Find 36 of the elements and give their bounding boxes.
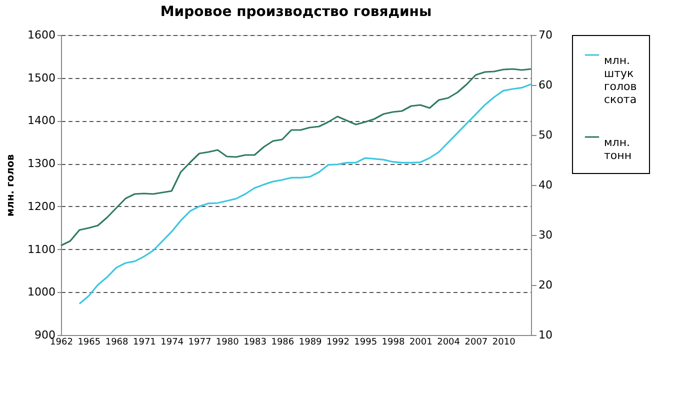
x-tick-label: 1989	[298, 338, 322, 348]
y-tick-label: 1600	[28, 28, 56, 42]
x-tick-label: 1992	[326, 338, 350, 348]
x-tick-label: 1983	[244, 338, 266, 348]
x-tick-label: 2004	[437, 338, 460, 348]
y-axis-title: млн. голов	[6, 154, 17, 217]
y-tick-label: 1500	[28, 71, 56, 84]
x-tick-label: 1965	[78, 338, 101, 348]
x-tick-label: 1995	[354, 338, 378, 348]
y2-tick-label: 50	[538, 128, 552, 142]
y2-tick-label: 10	[538, 328, 552, 342]
y2-tick-label: 70	[538, 28, 552, 42]
y-tick-label: 1100	[28, 242, 56, 256]
y2-tick-label: 60	[538, 78, 552, 92]
x-tick-label: 1980	[216, 338, 240, 348]
x-tick-label: 1998	[382, 338, 405, 348]
x-tick-label: 2001	[409, 338, 432, 348]
y-tick-label: 1400	[28, 114, 56, 128]
y-tick-label: 1300	[28, 157, 56, 170]
line-series	[78, 83, 532, 305]
x-tick-label: 1977	[188, 338, 212, 348]
x-tick-label: 1974	[160, 338, 184, 348]
x-tick-label: 1968	[105, 338, 129, 348]
y2-tick-label: 30	[538, 228, 552, 242]
line-series	[60, 68, 532, 246]
x-tick-label: 2007	[464, 338, 488, 348]
legend-label: млн. штук голов скота	[604, 54, 637, 106]
x-tick-label: 1971	[132, 338, 156, 348]
x-tick-label: 2010	[492, 338, 516, 348]
legend-label: млн. тонн	[604, 136, 632, 162]
y2-tick-label: 20	[538, 278, 552, 292]
chart-title: Мировое производство говядины	[160, 4, 432, 20]
y-tick-label: 1000	[28, 286, 56, 299]
y2-tick-label: 40	[538, 178, 552, 192]
y-tick-label: 1200	[28, 200, 56, 213]
x-tick-label: 1986	[271, 338, 294, 348]
